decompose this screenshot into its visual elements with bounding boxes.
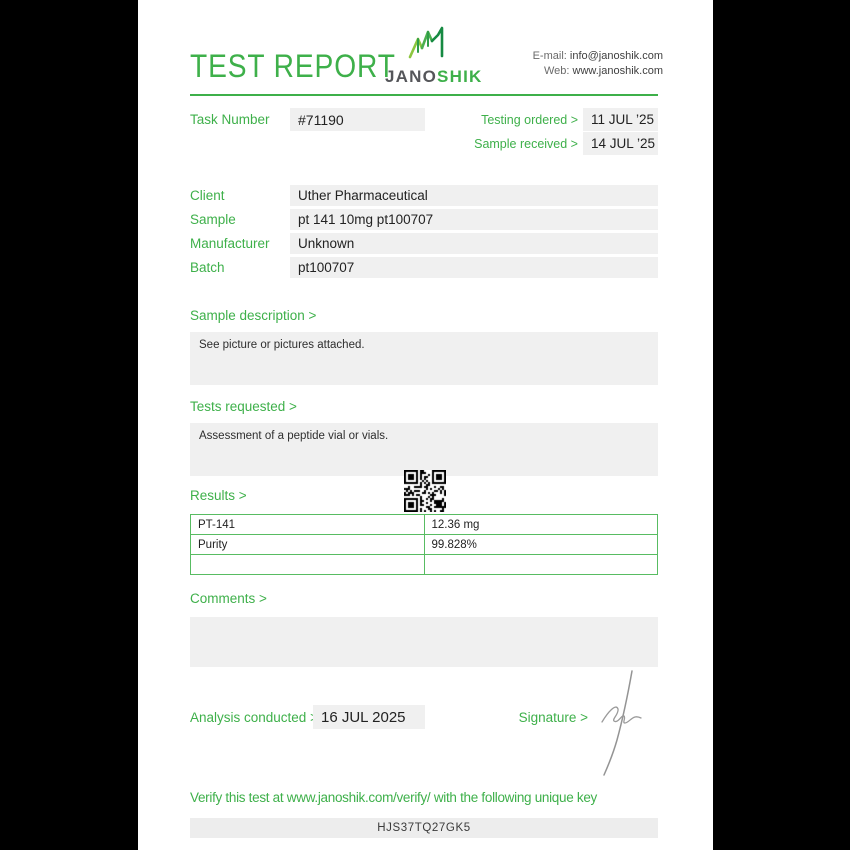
manufacturer-value: Unknown	[290, 233, 658, 254]
page-title: TEST REPORT	[190, 48, 396, 84]
results-row: PT-141 12.36 mg	[190, 514, 658, 535]
contact-info: E-mail: info@janoshik.com Web: www.janos…	[533, 49, 663, 79]
task-number-label: Task Number	[190, 112, 270, 127]
sample-value: pt 141 10mg pt100707	[290, 209, 658, 230]
logo-jano: JANO	[385, 67, 438, 86]
sample-received-label: Sample received >	[474, 137, 578, 151]
result-value	[423, 554, 658, 575]
janoshik-logo: JANOSHIK	[385, 26, 481, 87]
testing-ordered-date: 11 JUL ’25	[583, 108, 658, 131]
result-name: PT-141	[190, 514, 425, 535]
comments-heading: Comments >	[190, 591, 267, 606]
tests-requested-heading: Tests requested >	[190, 399, 297, 414]
contact-email: E-mail: info@janoshik.com	[532, 50, 663, 62]
signature-label: Signature >	[518, 710, 588, 725]
unique-key: HJS37TQ27GK5	[190, 818, 658, 838]
verify-instruction: Verify this test at www.janoshik.com/ver…	[190, 790, 597, 805]
info-row-client: Client Uther Pharmaceutical	[138, 185, 713, 206]
report-page: TEST REPORT JANOSHIK E-mail: info@janosh…	[138, 0, 713, 850]
comments-box	[190, 617, 658, 667]
sample-label: Sample	[190, 212, 236, 227]
batch-label: Batch	[190, 260, 225, 275]
stock-chart-icon	[405, 26, 449, 64]
result-value: 12.36 mg	[423, 514, 658, 535]
task-number-value: #71190	[290, 108, 425, 131]
results-row: Purity 99.828%	[190, 534, 658, 555]
info-row-sample: Sample pt 141 10mg pt100707	[138, 209, 713, 230]
results-heading: Results >	[190, 488, 247, 503]
sample-description-heading: Sample description >	[190, 308, 317, 323]
info-row-batch: Batch pt100707	[138, 257, 713, 278]
testing-ordered-label: Testing ordered >	[481, 113, 578, 127]
sample-received-date: 14 JUL ’25	[583, 132, 658, 155]
qr-code	[404, 470, 446, 512]
results-table: PT-141 12.36 mg Purity 99.828%	[190, 514, 658, 575]
results-row	[190, 554, 658, 575]
result-name	[190, 554, 425, 575]
client-value: Uther Pharmaceutical	[290, 185, 658, 206]
result-name: Purity	[190, 534, 425, 555]
signature-scribble	[590, 668, 650, 785]
contact-web: Web: www.janoshik.com	[543, 65, 663, 77]
info-row-manufacturer: Manufacturer Unknown	[138, 233, 713, 254]
analysis-conducted-label: Analysis conducted >	[190, 710, 318, 725]
result-value: 99.828%	[423, 534, 658, 555]
manufacturer-label: Manufacturer	[190, 236, 270, 251]
sample-description-box: See picture or pictures attached.	[190, 332, 658, 385]
header-divider	[190, 94, 658, 96]
tests-requested-box: Assessment of a peptide vial or vials.	[190, 423, 658, 476]
batch-value: pt100707	[290, 257, 658, 278]
logo-wordmark: JANOSHIK	[385, 67, 481, 87]
logo-shik: SHIK	[437, 67, 483, 86]
analysis-date: 16 JUL 2025	[313, 705, 425, 729]
client-label: Client	[190, 188, 225, 203]
